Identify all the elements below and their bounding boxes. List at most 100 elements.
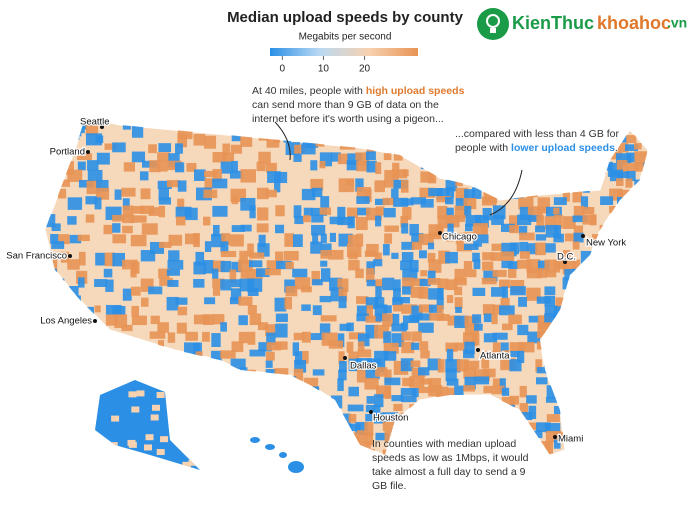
county [591, 297, 602, 312]
county [544, 359, 556, 373]
county [644, 360, 648, 373]
county [204, 170, 217, 178]
county [508, 268, 517, 278]
county [303, 377, 319, 392]
county [337, 206, 346, 221]
county [112, 223, 121, 233]
county [112, 306, 126, 315]
county [472, 287, 486, 296]
county [51, 241, 65, 249]
county [644, 422, 648, 436]
county [231, 341, 244, 353]
county [634, 198, 644, 210]
county [427, 358, 441, 371]
county [167, 260, 184, 270]
county [446, 295, 454, 304]
city-dot [563, 260, 567, 264]
county [519, 412, 533, 421]
county [49, 288, 59, 296]
county [374, 198, 390, 206]
county [311, 207, 328, 216]
county [554, 368, 568, 382]
county [410, 286, 424, 298]
county [472, 187, 482, 199]
county [492, 342, 501, 353]
county [581, 360, 591, 375]
county [374, 350, 389, 361]
county [437, 151, 444, 158]
county [166, 180, 180, 188]
county [202, 459, 218, 466]
county [375, 432, 389, 441]
county [607, 314, 615, 325]
county [166, 392, 175, 399]
county [535, 359, 542, 373]
county [256, 161, 266, 172]
county [276, 260, 292, 270]
county [301, 422, 309, 436]
county [562, 341, 574, 352]
county [472, 252, 480, 262]
county [437, 125, 451, 139]
county [111, 415, 120, 422]
county [500, 153, 516, 166]
county [145, 434, 154, 441]
county [319, 160, 326, 169]
county [240, 224, 252, 232]
county [257, 385, 266, 396]
county [418, 386, 433, 394]
county [45, 169, 53, 181]
county [374, 180, 385, 193]
county [519, 187, 534, 195]
county [527, 180, 537, 190]
county [528, 315, 541, 323]
county [608, 287, 616, 294]
county [275, 205, 285, 217]
county [599, 414, 612, 426]
county [400, 124, 413, 137]
county [509, 224, 519, 234]
county [492, 269, 507, 278]
county [160, 436, 169, 443]
county [195, 251, 205, 266]
county [68, 133, 80, 140]
county [366, 160, 377, 173]
county [122, 198, 130, 211]
county [392, 313, 400, 326]
city-dot [86, 150, 90, 154]
county [258, 151, 271, 164]
county [177, 180, 187, 192]
county [616, 413, 630, 428]
city-label: New York [586, 238, 626, 249]
county [645, 441, 648, 448]
city-dot [581, 234, 585, 238]
city-label: Seattle [80, 117, 110, 128]
county [275, 432, 290, 447]
county [429, 421, 437, 434]
county [436, 413, 446, 420]
county [518, 342, 535, 353]
county [87, 169, 103, 182]
county [195, 118, 211, 127]
county [231, 261, 242, 273]
county [482, 252, 495, 261]
county [474, 171, 486, 183]
county [463, 232, 478, 240]
county [427, 252, 436, 263]
county [266, 342, 282, 351]
county [508, 314, 522, 325]
county [393, 288, 401, 302]
county [463, 349, 475, 359]
county [140, 205, 155, 214]
county [293, 332, 305, 341]
county [95, 135, 104, 144]
county [193, 342, 202, 356]
county [104, 143, 117, 150]
city-label: San Francisco [6, 251, 67, 262]
county [156, 391, 165, 398]
county [213, 124, 226, 131]
city-label: D.C. [557, 252, 576, 263]
county [428, 385, 443, 397]
county [150, 315, 160, 325]
